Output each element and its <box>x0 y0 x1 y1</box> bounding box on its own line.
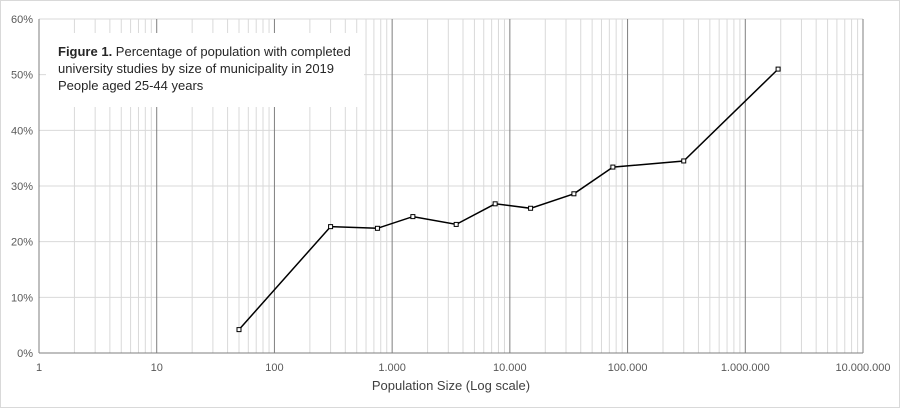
data-point <box>236 327 242 333</box>
x-axis-label: Population Size (Log scale) <box>372 378 530 393</box>
y-tick-label: 0% <box>17 348 33 360</box>
y-tick-label: 40% <box>11 125 33 137</box>
series-group <box>236 66 781 333</box>
chart-subtitle: People aged 25-44 years <box>58 78 204 93</box>
data-point <box>610 164 616 170</box>
x-tick-label: 1 <box>36 362 42 374</box>
x-tick-label: 1.000 <box>378 362 406 374</box>
data-point <box>528 205 534 211</box>
data-point <box>492 201 498 207</box>
data-point <box>571 191 577 197</box>
y-tick-label: 10% <box>11 292 33 304</box>
x-tick-label: 100 <box>265 362 283 374</box>
data-point <box>328 224 334 230</box>
y-tick-label: 60% <box>11 14 33 26</box>
data-point <box>410 214 416 220</box>
chart-title: Percentage of population with completed … <box>58 44 351 76</box>
x-tick-label: 100.000 <box>608 362 648 374</box>
x-tick-label: 10.000.000 <box>835 362 890 374</box>
series-line <box>238 68 779 331</box>
chart-title-box: Figure 1. Percentage of population with … <box>46 33 364 107</box>
data-point <box>681 158 687 164</box>
x-axis-ticks: 1 10 100 1.000 10.000 100.000 1.000.000 10.000.… <box>36 362 891 374</box>
x-tick-label: 10 <box>151 362 163 374</box>
x-tick-label: 10.000 <box>493 362 527 374</box>
y-tick-label: 50% <box>11 70 33 82</box>
y-tick-label: 30% <box>11 181 33 193</box>
x-tick-label: 1.000.000 <box>721 362 770 374</box>
y-axis-ticks: 0% 10% 20% 30% 40% 50% 60% <box>11 14 33 360</box>
data-point <box>374 225 380 231</box>
data-point <box>453 221 459 227</box>
y-tick-label: 20% <box>11 237 33 249</box>
data-point <box>775 66 781 72</box>
chart-title-bold: Figure 1. <box>58 44 113 59</box>
